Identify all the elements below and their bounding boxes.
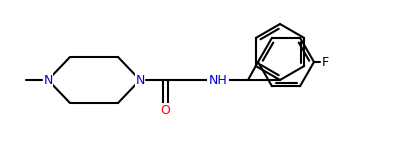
Text: N: N: [135, 74, 145, 87]
Text: F: F: [322, 56, 329, 69]
Text: O: O: [160, 103, 170, 117]
Text: NH: NH: [209, 74, 227, 87]
Text: N: N: [43, 74, 53, 87]
